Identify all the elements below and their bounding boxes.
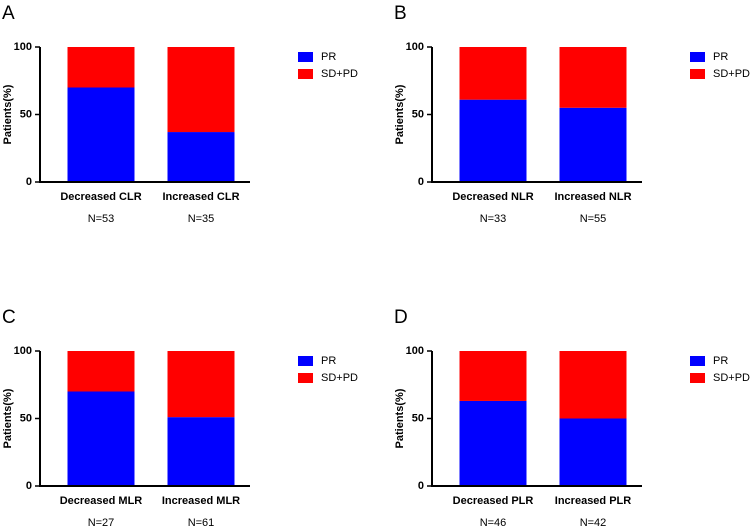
bar-segment xyxy=(459,47,527,100)
legend-swatch xyxy=(690,69,705,79)
annotation: N=27 xyxy=(88,517,115,529)
annotation: N=46 xyxy=(480,517,507,529)
annotation: N=61 xyxy=(188,517,215,529)
legend-label: SD+PD xyxy=(713,372,750,384)
annotation: N=35 xyxy=(188,213,215,225)
bar-segment xyxy=(67,351,135,392)
legend-label: PR xyxy=(321,355,336,367)
bar-segment xyxy=(459,99,527,182)
legend-swatch xyxy=(690,373,705,383)
bar-segment xyxy=(167,417,235,486)
y-tick-label: 0 xyxy=(418,176,424,188)
y-tick-label: 50 xyxy=(412,108,424,120)
bar-segment xyxy=(459,400,527,486)
y-tick-label: 0 xyxy=(26,480,32,492)
bar-segment xyxy=(167,351,235,418)
x-tick-label: Decreased NLR xyxy=(452,191,533,203)
legend-swatch xyxy=(298,373,313,383)
legend-label: SD+PD xyxy=(321,372,358,384)
y-axis-label: Patients(%) xyxy=(2,84,14,144)
chart-panel: A Patients(%) 0 50 100 Decreased CLR N=53 Incre… xyxy=(2,3,358,225)
bar-segment xyxy=(167,132,235,182)
y-tick-label: 50 xyxy=(412,412,424,424)
bar-segment xyxy=(67,391,135,486)
x-tick-label: Decreased CLR xyxy=(60,191,141,203)
y-axis-label: Patients(%) xyxy=(394,84,406,144)
annotation: N=33 xyxy=(480,213,507,225)
y-axis-label: Patients(%) xyxy=(2,388,14,448)
legend-swatch xyxy=(298,52,313,62)
legend-label: SD+PD xyxy=(713,68,750,80)
bar-segment xyxy=(559,418,627,486)
y-tick-label: 100 xyxy=(14,41,32,53)
legend-label: PR xyxy=(713,355,728,367)
panel-label: C xyxy=(2,307,16,328)
legend-swatch xyxy=(690,52,705,62)
bar-segment xyxy=(459,351,527,401)
legend-label: SD+PD xyxy=(321,68,358,80)
legend-label: PR xyxy=(713,51,728,63)
annotation: N=53 xyxy=(88,213,115,225)
x-tick-label: Increased NLR xyxy=(554,191,631,203)
y-axis-label: Patients(%) xyxy=(394,388,406,448)
panel-label: B xyxy=(394,3,407,24)
annotation: N=42 xyxy=(580,517,607,529)
y-tick-label: 50 xyxy=(20,412,32,424)
annotation: N=55 xyxy=(580,213,607,225)
legend-label: PR xyxy=(321,51,336,63)
legend-swatch xyxy=(298,69,313,79)
bar-segment xyxy=(559,47,627,108)
bar-segment xyxy=(167,47,235,133)
x-tick-label: Increased MLR xyxy=(162,495,240,507)
bar-segment xyxy=(67,87,135,182)
legend-swatch xyxy=(298,356,313,366)
x-tick-label: Decreased PLR xyxy=(453,495,534,507)
bar-segment xyxy=(559,107,627,182)
chart-panel: D Patients(%) 0 50 100 Decreased PLR N=46 Incre… xyxy=(394,307,750,529)
chart-panel: B Patients(%) 0 50 100 Decreased NLR N=33 Incre… xyxy=(394,3,750,225)
y-tick-label: 0 xyxy=(418,480,424,492)
panel-label: A xyxy=(2,3,15,24)
y-tick-label: 100 xyxy=(14,345,32,357)
panel-label: D xyxy=(394,307,408,328)
y-tick-label: 50 xyxy=(20,108,32,120)
chart-panel: C Patients(%) 0 50 100 Decreased MLR N=27 Incre… xyxy=(2,307,358,529)
x-tick-label: Increased CLR xyxy=(162,191,239,203)
y-tick-label: 100 xyxy=(406,345,424,357)
legend-swatch xyxy=(690,356,705,366)
x-tick-label: Decreased MLR xyxy=(60,495,143,507)
y-tick-label: 0 xyxy=(26,176,32,188)
bar-segment xyxy=(67,47,135,88)
y-tick-label: 100 xyxy=(406,41,424,53)
bar-segment xyxy=(559,351,627,419)
x-tick-label: Increased PLR xyxy=(555,495,631,507)
